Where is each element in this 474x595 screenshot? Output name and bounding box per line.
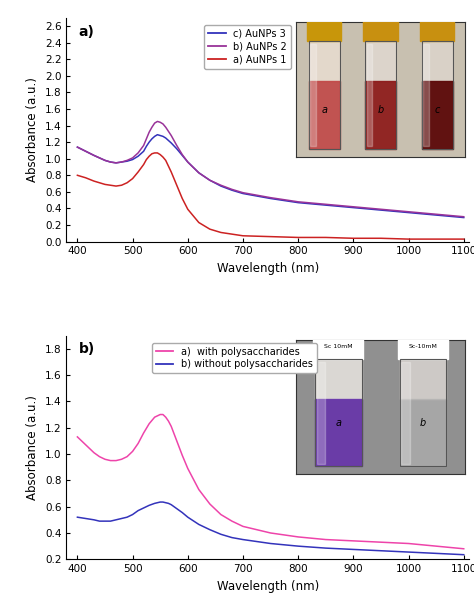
X-axis label: Wavelength (nm): Wavelength (nm) <box>217 580 319 593</box>
Y-axis label: Absorbance (a.u.): Absorbance (a.u.) <box>27 77 39 182</box>
X-axis label: Wavelength (nm): Wavelength (nm) <box>217 262 319 275</box>
Legend: a)  with polysaccharides, b) without polysaccharides: a) with polysaccharides, b) without poly… <box>152 343 317 373</box>
Y-axis label: Absorbance (a.u.): Absorbance (a.u.) <box>27 395 39 500</box>
Legend: c) AuNPs 3, b) AuNPs 2, a) AuNPs 1: c) AuNPs 3, b) AuNPs 2, a) AuNPs 1 <box>204 25 291 68</box>
Text: b): b) <box>78 342 95 356</box>
Text: a): a) <box>78 24 94 39</box>
